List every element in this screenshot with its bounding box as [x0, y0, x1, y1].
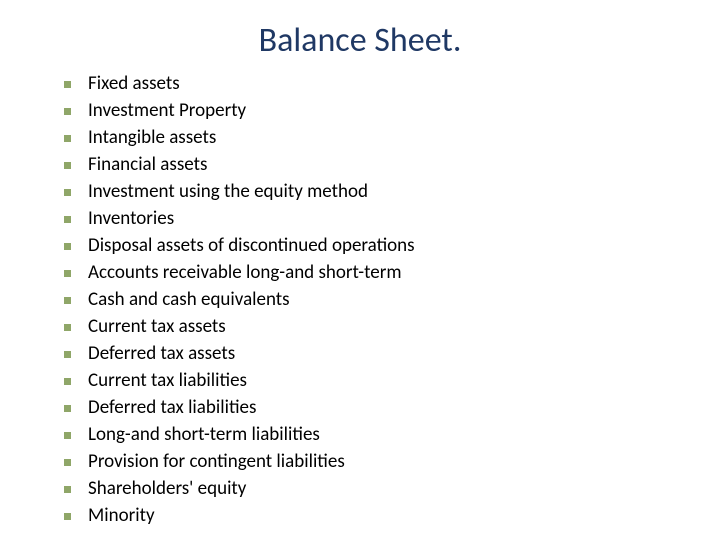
slide-title: Balance Sheet.: [40, 20, 680, 61]
list-item: Current tax assets: [64, 314, 680, 341]
list-item: Cash and cash equivalents: [64, 287, 680, 314]
list-item: Disposal assets of discontinued operatio…: [64, 233, 680, 260]
list-item: Inventories: [64, 206, 680, 233]
list-item: Shareholders' equity: [64, 476, 680, 503]
list-item: Accounts receivable long-and short-term: [64, 260, 680, 287]
list-item: Minority: [64, 503, 680, 530]
list-item: Investment using the equity method: [64, 179, 680, 206]
balance-sheet-list: Fixed assetsInvestment PropertyIntangibl…: [40, 71, 680, 529]
list-item: Provision for contingent liabilities: [64, 449, 680, 476]
list-item: Long-and short-term liabilities: [64, 422, 680, 449]
list-item: Financial assets: [64, 152, 680, 179]
list-item: Deferred tax assets: [64, 341, 680, 368]
list-item: Fixed assets: [64, 71, 680, 98]
list-item: Investment Property: [64, 98, 680, 125]
list-item: Current tax liabilities: [64, 368, 680, 395]
list-item: Intangible assets: [64, 125, 680, 152]
list-item: Deferred tax liabilities: [64, 395, 680, 422]
